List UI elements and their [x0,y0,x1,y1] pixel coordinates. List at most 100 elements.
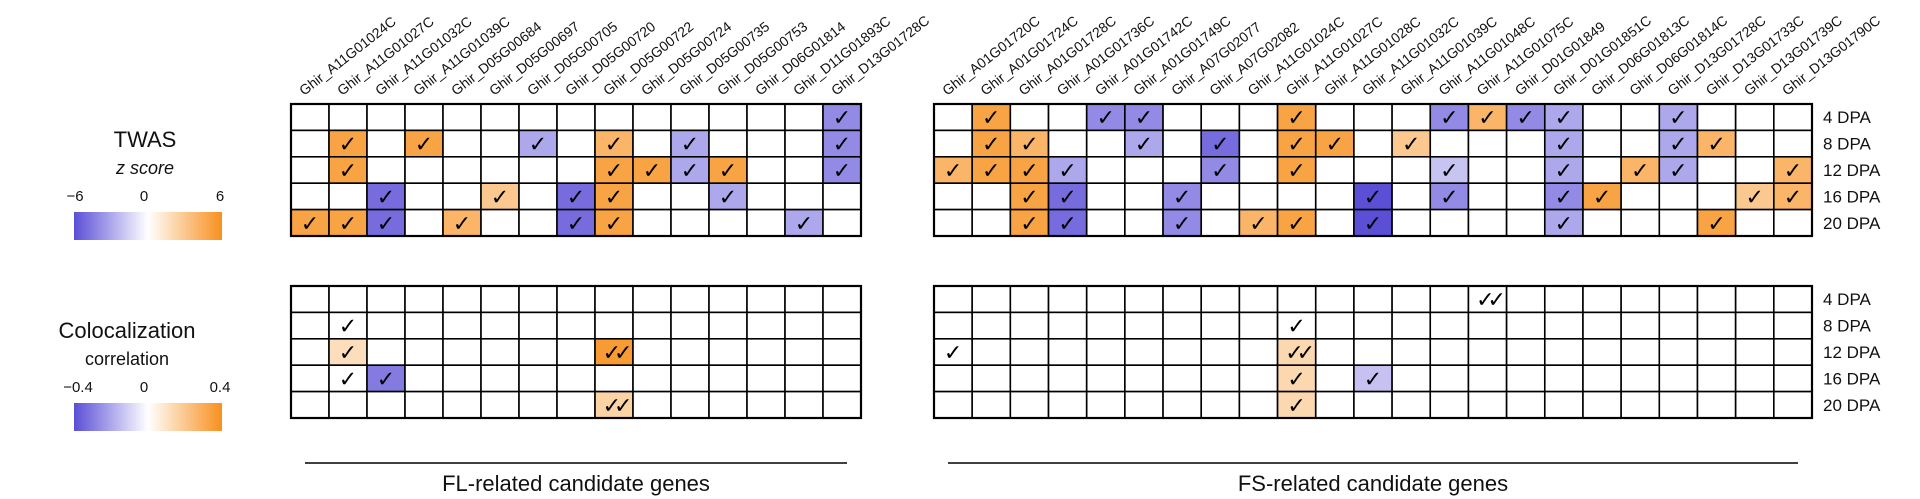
twas-cell [784,182,824,211]
coloc-cell [1582,337,1622,366]
twas-cell [556,156,596,185]
twas-check-mark: ✓ [1287,212,1305,237]
coloc-cell [1658,364,1699,393]
twas-check-mark: ✓ [567,212,585,237]
twas-check-mark: ✓ [982,133,1000,158]
coloc-cell [1620,311,1661,340]
twas-check-mark: ✓ [982,159,1000,184]
twas-cell [1467,182,1508,211]
twas-cell [746,182,786,211]
dpa-row-label: 12 DPA [1823,161,1881,180]
coloc-cell [1582,311,1622,340]
coloc-cell [1658,337,1699,366]
twas-check-mark: ✓ [1097,106,1115,131]
twas-cell [1658,129,1699,158]
coloc-cell [1582,364,1622,393]
twas-cell [1391,182,1432,211]
twas-check-mark: ✓ [1440,159,1458,184]
twas-cell [933,103,973,132]
twas-cell [1200,208,1241,237]
dpa-row-label: 20 DPA [1823,214,1881,233]
twas-check-mark: ✓ [1593,185,1611,210]
twas-cell [1238,182,1279,211]
coloc-cell [1085,285,1126,314]
twas-check-mark: ✓ [1784,185,1802,210]
coloc-cell [822,337,862,366]
twas-cell [328,156,368,185]
coloc-cell [746,285,786,314]
coloc-cell [822,285,862,314]
twas-cell [1276,156,1317,185]
heatmap-panels: Ghir_A11G01024CGhir_A11G01027CGhir_A11G0… [289,12,1883,496]
twas-check-mark: ✓ [1020,159,1038,184]
twas-cell [746,208,786,237]
coloc-cell [1429,337,1470,366]
coloc-check-mark: ✓ [339,367,357,392]
twas-check-mark: ✓ [1287,106,1305,131]
twas-cell [1467,208,1508,237]
twas-legend-colorbar [74,212,222,240]
twas-cell [1543,156,1584,185]
twas-cell [1200,182,1241,211]
twas-check-mark: ✓ [1058,185,1076,210]
coloc-cell [746,311,786,340]
twas-cell [1353,103,1393,132]
twas-cell [708,208,748,237]
twas-cell [1162,156,1203,185]
coloc-cell [1429,285,1470,314]
twas-cell [1314,103,1355,132]
twas-check-mark: ✓ [1669,159,1687,184]
twas-cell [1505,182,1546,211]
coloc-cell [632,285,672,314]
twas-cell [480,208,520,237]
coloc-cell [1238,285,1279,314]
twas-cell [1047,129,1088,158]
twas-cell [1085,129,1126,158]
twas-cell [556,103,596,132]
coloc-cell [670,285,710,314]
coloc-cell [518,337,558,366]
coloc-cell [670,337,710,366]
twas-check-mark: ✓ [605,185,623,210]
coloc-check-mark: ✓ [944,341,962,366]
coloc-cell [442,311,482,340]
twas-cell [746,129,786,158]
twas-legend-tick-mid: 0 [140,188,148,205]
twas-cell [518,182,558,211]
coloc-cell [442,337,482,366]
coloc-cell [556,364,596,393]
coloc-cell [1047,285,1088,314]
coloc-cell [1696,311,1737,340]
twas-cell [1047,182,1088,211]
twas-cell [1162,129,1203,158]
twas-cell [1429,208,1470,237]
twas-legend: TWAS z score −6 0 6 [66,127,224,240]
coloc-cell [1391,311,1432,340]
twas-cell [1620,208,1661,237]
dpa-row-label: 4 DPA [1823,108,1872,127]
twas-cell [480,182,520,211]
coloc-cell [822,390,862,419]
coloc-cell [1620,337,1661,366]
coloc-cell [404,311,444,340]
twas-cell [746,103,786,132]
twas-check-mark: ✓ [1669,133,1687,158]
coloc-legend: Colocalization correlation −0.4 0 0.4 [59,318,230,431]
twas-cell [1391,103,1432,132]
twas-check-mark: ✓ [1135,133,1153,158]
twas-check-mark: ✓ [301,212,319,237]
coloc-cell [933,311,973,340]
coloc-cell [933,285,973,314]
twas-check-mark: ✓ [643,159,661,184]
twas-check-mark: ✓ [1287,133,1305,158]
coloc-cell [1734,390,1775,419]
twas-cell [518,208,558,237]
coloc-cell [1505,311,1546,340]
coloc-check-mark: ✓ [339,341,357,366]
twas-cell [366,103,406,132]
dpa-row-label: 4 DPA [1823,290,1872,309]
twas-cell [1696,182,1737,211]
twas-cell [784,129,824,158]
twas-cell [1009,103,1050,132]
twas-check-mark: ✓ [1326,133,1344,158]
